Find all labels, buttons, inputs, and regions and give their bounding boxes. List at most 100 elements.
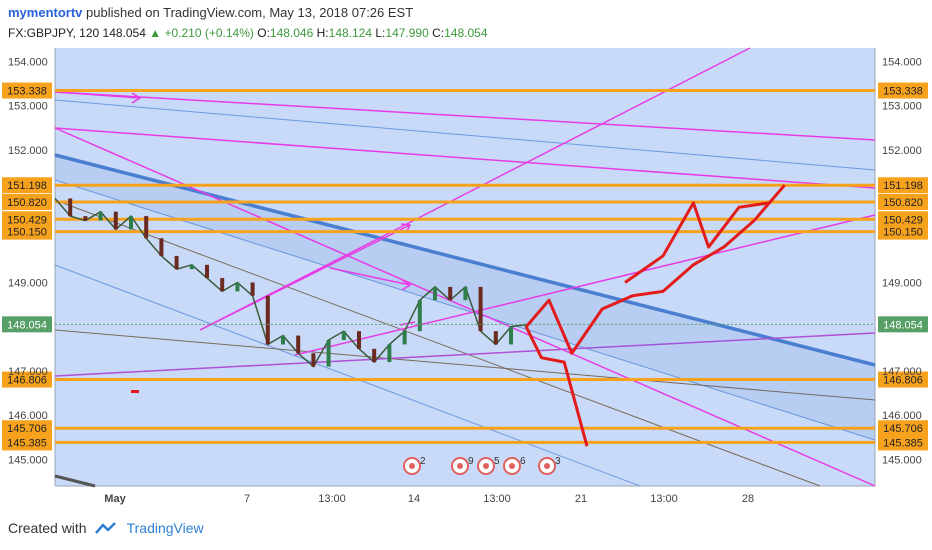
low-value: 147.990 <box>385 26 429 40</box>
event-badge-count: 9 <box>468 456 474 467</box>
level-tag-right <box>878 193 928 210</box>
y-tick-label-left: 154.000 <box>8 56 48 68</box>
candle <box>372 348 377 363</box>
level-tag-right <box>878 434 928 451</box>
candle <box>493 331 498 345</box>
channel-line <box>54 199 821 487</box>
y-tick-label-right: 146.000 <box>882 410 922 422</box>
event-dot <box>509 463 515 469</box>
level-tag-left <box>2 420 52 437</box>
y-tick-label-left: 152.000 <box>8 145 48 157</box>
event-dot <box>544 463 550 469</box>
low-label: L: <box>375 26 386 40</box>
tradingview-logo-icon[interactable] <box>94 521 119 535</box>
current-price-label-right: 148.054 <box>883 319 923 331</box>
candle <box>83 216 88 221</box>
event-badge-count: 2 <box>420 456 426 467</box>
event-badge-count: 5 <box>494 456 500 467</box>
level-tag-left <box>2 177 52 194</box>
trend-line <box>54 127 876 189</box>
forecast-path <box>624 201 770 284</box>
level-tag-right <box>878 211 928 228</box>
price-series-line <box>54 197 527 368</box>
candle <box>220 278 225 292</box>
level-label-left: 150.150 <box>7 227 47 239</box>
event-badge-count: 3 <box>555 456 561 467</box>
forecast-path <box>525 184 786 355</box>
level-label-right: 146.806 <box>883 375 923 387</box>
level-tag-left <box>2 434 52 451</box>
y-tick-label-left: 147.000 <box>8 366 48 378</box>
marker-dash <box>131 390 139 393</box>
arrow-icon <box>401 279 412 291</box>
level-tag-right <box>878 82 928 99</box>
y-tick-label-right: 153.000 <box>882 101 922 113</box>
y-tick-label-right: 145.000 <box>882 454 922 466</box>
tradingview-brand-link[interactable]: TradingView <box>126 520 204 536</box>
published-text: published on TradingView.com, May 13, 20… <box>82 5 414 20</box>
candle <box>205 264 209 279</box>
author-link[interactable]: mymentortv <box>8 5 83 20</box>
y-tick-label-left: 145.000 <box>8 454 48 466</box>
candle <box>463 286 468 301</box>
symbol-label: FX:GBPJPY, 120 <box>8 26 100 40</box>
level-tag-left <box>2 193 52 210</box>
created-with-label: Created with <box>8 520 87 536</box>
footer: Created with TradingView <box>8 520 204 536</box>
trend-line <box>54 127 876 487</box>
current-price-tag-left <box>2 316 52 333</box>
close-label: C: <box>432 26 445 40</box>
level-label-right: 150.820 <box>883 197 923 209</box>
x-tick-label: 28 <box>742 493 754 505</box>
event-dot <box>483 463 489 469</box>
level-label-right: 145.706 <box>883 423 923 435</box>
high-label: H: <box>316 26 329 40</box>
level-tag-left <box>2 211 52 228</box>
level-tag-right <box>878 371 928 388</box>
arrow-icon <box>131 92 142 104</box>
y-tick-label-right: 149.000 <box>882 277 922 289</box>
event-dot <box>409 463 415 469</box>
x-tick-label: 7 <box>244 493 250 505</box>
trend-line <box>329 267 411 286</box>
y-tick-label-left: 146.000 <box>8 410 48 422</box>
level-tag-left <box>2 82 52 99</box>
candle <box>478 286 483 332</box>
candle <box>189 264 194 270</box>
candle <box>68 198 73 217</box>
up-triangle-icon: ▲ <box>149 26 162 40</box>
candle <box>296 335 301 354</box>
y-tick-label-right: 147.000 <box>882 366 922 378</box>
high-value: 148.124 <box>328 26 373 40</box>
candle <box>311 353 316 367</box>
price-change: +0.210 (+0.14%) <box>164 26 254 40</box>
candle <box>341 331 346 340</box>
publish-header: mymentortv published on TradingView.com,… <box>8 5 413 20</box>
level-label-left: 145.385 <box>7 437 47 449</box>
channel-line <box>54 153 876 367</box>
level-label-left: 151.198 <box>7 180 47 192</box>
trend-line <box>294 214 876 356</box>
open-value: 148.046 <box>269 26 314 40</box>
open-label: O: <box>257 26 270 40</box>
x-tick-label: 13:00 <box>650 493 678 505</box>
level-tag-left <box>2 371 52 388</box>
trend-line <box>199 47 751 331</box>
channel-line <box>54 332 876 377</box>
y-tick-label-right: 152.000 <box>882 145 922 157</box>
channel-line <box>54 264 641 487</box>
candle <box>174 255 179 270</box>
x-tick-label: May <box>104 493 126 505</box>
right-price-axis <box>875 48 932 486</box>
level-tag-right <box>878 223 928 240</box>
x-tick-label: 13:00 <box>318 493 346 505</box>
current-price-tag-right <box>878 316 928 333</box>
trend-line <box>54 91 876 141</box>
candle <box>250 282 255 296</box>
candle <box>129 216 133 230</box>
candle <box>509 326 513 345</box>
level-label-left: 153.338 <box>7 86 47 98</box>
event-dot <box>457 463 463 469</box>
candle <box>417 300 422 332</box>
